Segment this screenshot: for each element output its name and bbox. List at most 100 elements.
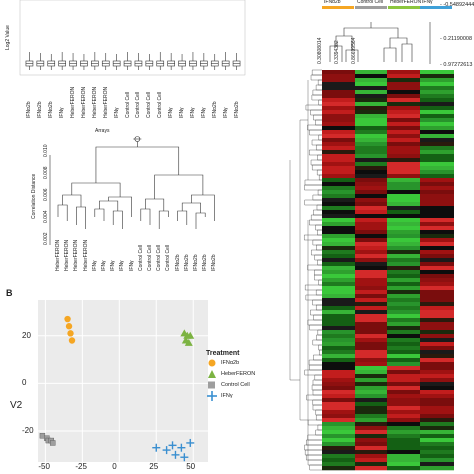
- heatmap-cell: [322, 130, 355, 135]
- heatmap-cell: [387, 434, 420, 439]
- heatmap-cell: [322, 334, 355, 339]
- heatmap-cell: [355, 250, 387, 255]
- heatmap-cell: [355, 334, 387, 339]
- heatmap-cell: [387, 266, 420, 271]
- legend-label: IFNα2b: [221, 359, 240, 366]
- heatmap-cell: [387, 450, 420, 455]
- heatmap-cell: [322, 250, 355, 255]
- heatmap-cell: [322, 398, 355, 403]
- heatmap-cell: [420, 450, 454, 455]
- heatmap-cell: [322, 238, 355, 243]
- row-dendrogram-link: [316, 334, 322, 341]
- heatmap-cell: [355, 230, 387, 235]
- heatmap-cell: [387, 126, 420, 131]
- heatmap-cell: [322, 266, 355, 271]
- boxplot-sample-label: Control Cell: [135, 91, 142, 118]
- heatmap-cell: [387, 354, 420, 359]
- heatmap-cell: [420, 262, 454, 267]
- row-dendrogram-link: [304, 369, 322, 376]
- heatmap-cell: [387, 346, 420, 351]
- dendrogram-link: [76, 206, 86, 229]
- heatmap-cell: [355, 86, 387, 91]
- row-dendrogram-link: [314, 274, 322, 281]
- heatmap-cell: [420, 150, 454, 155]
- row-dendrogram-link: [314, 269, 322, 276]
- row-dendrogram-link: [316, 244, 322, 251]
- heatmap-cell: [387, 358, 420, 363]
- heatmap-cell: [420, 366, 454, 371]
- heatmap-cell: [355, 238, 387, 243]
- heatmap-cell: [387, 118, 420, 123]
- heatmap-cell: [387, 186, 420, 191]
- point-heberferon: [186, 331, 195, 339]
- heatmap-cell: [355, 198, 387, 203]
- dendrogram-svg: [49, 136, 215, 245]
- row-dendrogram-link: [309, 219, 322, 226]
- heatmap-cell: [355, 74, 387, 79]
- row-dendrogram-link: [312, 89, 322, 96]
- heatmap-cell: [420, 146, 454, 151]
- heatmap-cell: [387, 130, 420, 135]
- dendrogram-link: [191, 194, 215, 221]
- legend-swatch: [208, 359, 216, 366]
- dendrogram-leaf-label: HeberFERON: [64, 239, 71, 271]
- heatmap-cell: [322, 162, 355, 167]
- heatmap-cell: [322, 170, 355, 175]
- heatmap-cell: [420, 358, 454, 363]
- heatmap-cell: [322, 138, 355, 143]
- heatmap-cell: [322, 106, 355, 111]
- row-dendrogram-link: [310, 159, 322, 166]
- row-dendrogram-link: [311, 249, 322, 256]
- heatmap-cell: [387, 314, 420, 319]
- scale-right-value: - -0.54892444: [440, 2, 474, 8]
- heatmap-cell: [355, 162, 387, 167]
- heatmap-cell: [355, 434, 387, 439]
- heatmap-cell: [322, 286, 355, 291]
- row-dendrogram-link: [310, 109, 322, 116]
- row-dendrogram-link: [305, 104, 322, 111]
- heatmap-cell: [420, 386, 454, 391]
- heatmap-cell: [355, 210, 387, 215]
- heatmap-cell: [420, 342, 454, 347]
- heatmap-cell: [322, 290, 355, 295]
- heatmap-cell: [355, 422, 387, 427]
- heatmap-cell: [387, 242, 420, 247]
- heatmap-cell: [322, 366, 355, 371]
- heatmap-cell: [387, 158, 420, 163]
- dendrogram-leaf-label: IFNα2b: [193, 254, 199, 271]
- dendrogram-link: [57, 204, 68, 221]
- x-tick-label: 25: [149, 462, 159, 471]
- heatmap-cell: [387, 414, 420, 419]
- dendrogram-leaf-label: Control Cell: [165, 244, 172, 271]
- row-dendrogram-link: [304, 199, 322, 206]
- row-dendrogram-link: [309, 464, 322, 471]
- heatmap-cell: [387, 226, 420, 231]
- heatmap-cell: [387, 386, 420, 391]
- heatmap-cell: [420, 74, 454, 79]
- heatmap-cell: [322, 126, 355, 131]
- dendrogram-leaf-label: IFNα2b: [211, 254, 218, 271]
- group-color-bar: [355, 6, 387, 9]
- legend-item: IFNα2b: [206, 357, 278, 368]
- heatmap-cell: [387, 462, 420, 467]
- row-dendrogram-link: [309, 324, 322, 331]
- heatmap-cell: [387, 406, 420, 411]
- heatmap-cell: [387, 82, 420, 87]
- heatmap-cell: [420, 70, 454, 75]
- dendrogram-leaf-label: IFNα2b: [174, 254, 181, 271]
- heatmap-cell: [387, 370, 420, 375]
- heatmap-cell: [387, 366, 420, 371]
- boxplot-sample-label: IFNα2b: [233, 101, 240, 118]
- heatmap-cell: [355, 450, 387, 455]
- heatmap-cell: [322, 466, 355, 471]
- legend-label: HeberFERON: [221, 370, 256, 377]
- heatmap-cell: [322, 210, 355, 215]
- dendrogram-link: [108, 196, 132, 217]
- row-dendrogram-link: [309, 129, 322, 136]
- heatmap-cell: [420, 90, 454, 95]
- legend-item: Control Cell: [206, 379, 278, 390]
- heatmap-cell: [420, 430, 454, 435]
- row-dendrogram-trunk: [289, 160, 300, 381]
- heatmap-cell: [387, 166, 420, 171]
- row-dendrogram-link: [317, 229, 322, 236]
